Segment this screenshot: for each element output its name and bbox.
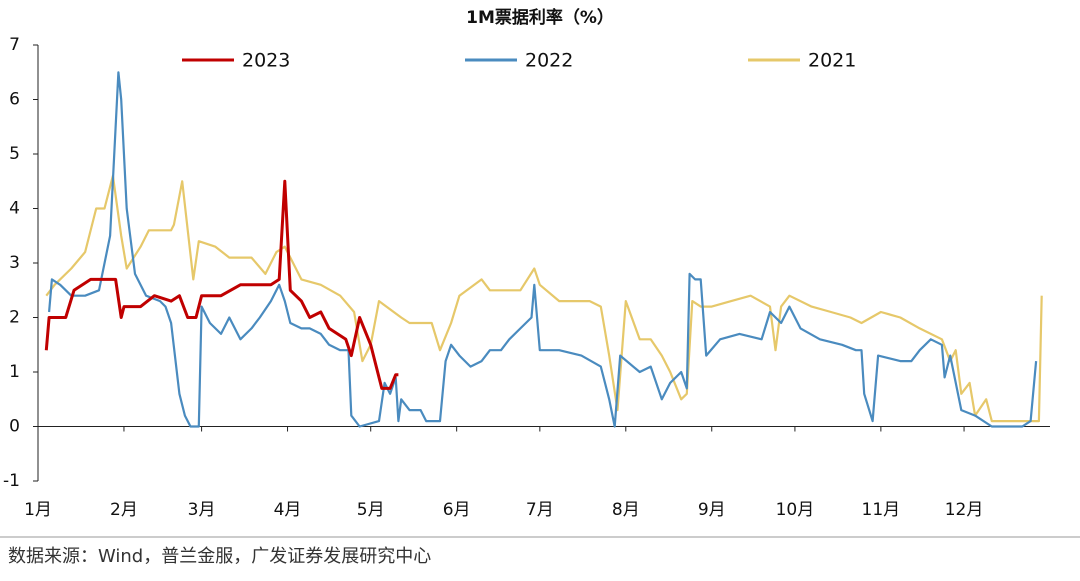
y-tick-label: 1: [9, 362, 20, 382]
series-line: [44, 179, 399, 390]
x-tick-label: 8月: [612, 500, 640, 520]
x-tick-label: 6月: [443, 500, 471, 520]
series-line: [48, 71, 1038, 428]
x-tick-label: 4月: [274, 500, 302, 520]
x-tick-label: 10月: [776, 500, 815, 520]
y-tick-label: 5: [9, 144, 20, 164]
x-tick-label: 7月: [526, 500, 554, 520]
legend-label: 2022: [525, 50, 573, 72]
y-tick-label: 0: [9, 417, 20, 437]
source-note: 数据来源：Wind，普兰金服，广发证券发展研究中心: [8, 546, 431, 567]
legend-label: 2023: [242, 50, 290, 72]
legend-label: 2021: [808, 50, 856, 72]
x-tick-label: 2月: [110, 500, 138, 520]
y-tick-label: -1: [3, 471, 20, 491]
x-tick-label: 9月: [698, 500, 726, 520]
x-tick-label: 3月: [188, 500, 216, 520]
x-tick-label: 12月: [945, 500, 984, 520]
y-tick-label: 7: [9, 35, 20, 55]
x-tick-label: 5月: [357, 500, 385, 520]
y-tick-label: 3: [9, 253, 20, 273]
x-tick-label: 1月: [24, 500, 52, 520]
y-tick-label: 2: [9, 308, 20, 328]
y-tick-label: 6: [9, 90, 20, 110]
x-tick-label: 11月: [862, 500, 901, 520]
series-line: [45, 174, 1043, 423]
chart-title: 1M票据利率（%）: [466, 7, 614, 28]
y-tick-label: 4: [9, 199, 20, 219]
